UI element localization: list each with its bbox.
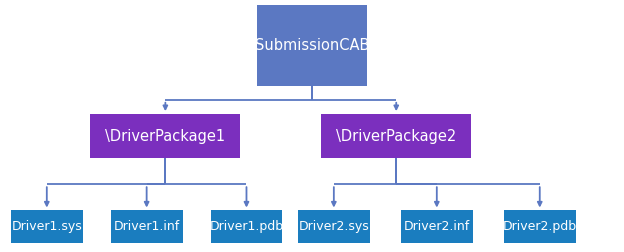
FancyBboxPatch shape	[321, 114, 471, 158]
FancyBboxPatch shape	[111, 210, 182, 243]
FancyBboxPatch shape	[401, 210, 472, 243]
FancyBboxPatch shape	[257, 5, 366, 86]
Text: Driver2.inf: Driver2.inf	[404, 220, 470, 233]
Text: Driver2.pdb: Driver2.pdb	[503, 220, 577, 233]
Text: Driver1.pdb: Driver1.pdb	[210, 220, 283, 233]
Text: SubmissionCAB: SubmissionCAB	[255, 38, 369, 53]
Text: \DriverPackage2: \DriverPackage2	[336, 129, 456, 144]
Text: Driver2.sys: Driver2.sys	[298, 220, 369, 233]
FancyBboxPatch shape	[504, 210, 575, 243]
FancyBboxPatch shape	[11, 210, 82, 243]
Text: \DriverPackage1: \DriverPackage1	[105, 129, 225, 144]
FancyBboxPatch shape	[298, 210, 369, 243]
Text: Driver1.inf: Driver1.inf	[114, 220, 180, 233]
Text: Driver1.sys: Driver1.sys	[11, 220, 82, 233]
FancyBboxPatch shape	[211, 210, 282, 243]
FancyBboxPatch shape	[90, 114, 240, 158]
